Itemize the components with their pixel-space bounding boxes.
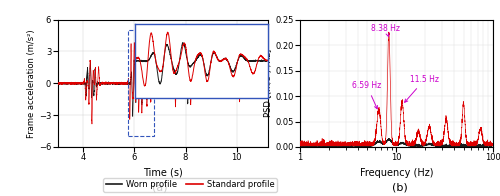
Bar	[128, 30, 154, 136]
Y-axis label: Frame acceleration (m/s²): Frame acceleration (m/s²)	[27, 29, 36, 138]
Text: 11.5 Hz: 11.5 Hz	[404, 75, 440, 102]
Legend: Worn profile, Standard profile: Worn profile, Standard profile	[103, 178, 277, 192]
X-axis label: Frequency (Hz): Frequency (Hz)	[360, 168, 433, 178]
X-axis label: Time (s): Time (s)	[142, 168, 182, 178]
Text: 6.59 Hz: 6.59 Hz	[352, 81, 382, 109]
Text: (b): (b)	[392, 182, 408, 192]
Text: 8.38 Hz: 8.38 Hz	[372, 24, 400, 36]
Text: (a): (a)	[152, 182, 168, 192]
Y-axis label: PSD [(m/s²)²/Hz]: PSD [(m/s²)²/Hz]	[264, 49, 272, 117]
